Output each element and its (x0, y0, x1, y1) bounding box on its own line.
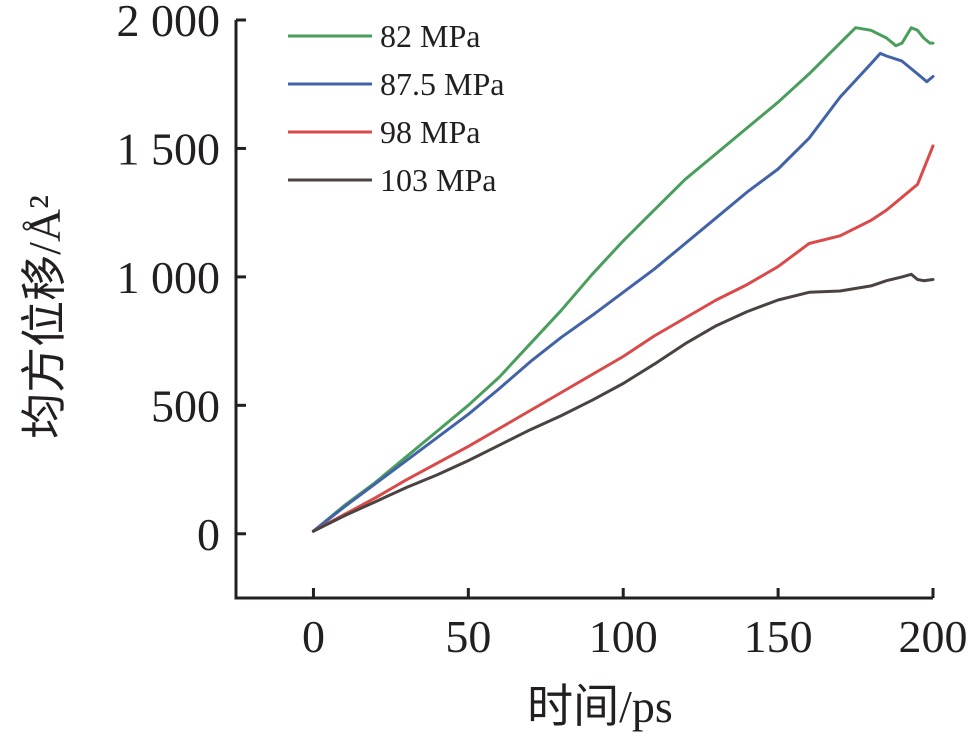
series-line-0 (311, 26, 935, 533)
axes (234, 20, 933, 600)
y-tick-label: 1 500 (117, 123, 221, 174)
ticks: 0 50 100 150 200 0 500 1 000 1 500 2 000 (117, 0, 968, 662)
x-tick-label: 50 (445, 611, 491, 662)
x-axis-title: 时间/ps (527, 681, 673, 732)
series-line-1 (311, 51, 935, 533)
legend-label: 98 MPa (380, 114, 480, 150)
y-tick-label: 0 (197, 509, 220, 560)
x-tick-label: 0 (302, 611, 325, 662)
series-line-3 (311, 272, 935, 533)
y-tick-label: 1 000 (117, 252, 221, 303)
series-line-2 (311, 144, 935, 533)
y-tick-label: 2 000 (117, 0, 221, 46)
legend-label: 103 MPa (380, 162, 496, 198)
x-tick-label: 150 (744, 611, 813, 662)
y-axis-title: 均方位移/Å² (19, 195, 70, 439)
legend: 82 MPa 87.5 MPa 98 MPa 103 MPa (288, 18, 504, 198)
x-tick-label: 100 (589, 611, 658, 662)
legend-label: 87.5 MPa (380, 66, 504, 102)
y-tick-label: 500 (151, 380, 220, 431)
plot-lines (311, 26, 935, 533)
x-tick-label: 200 (899, 611, 968, 662)
legend-label: 82 MPa (380, 18, 480, 54)
